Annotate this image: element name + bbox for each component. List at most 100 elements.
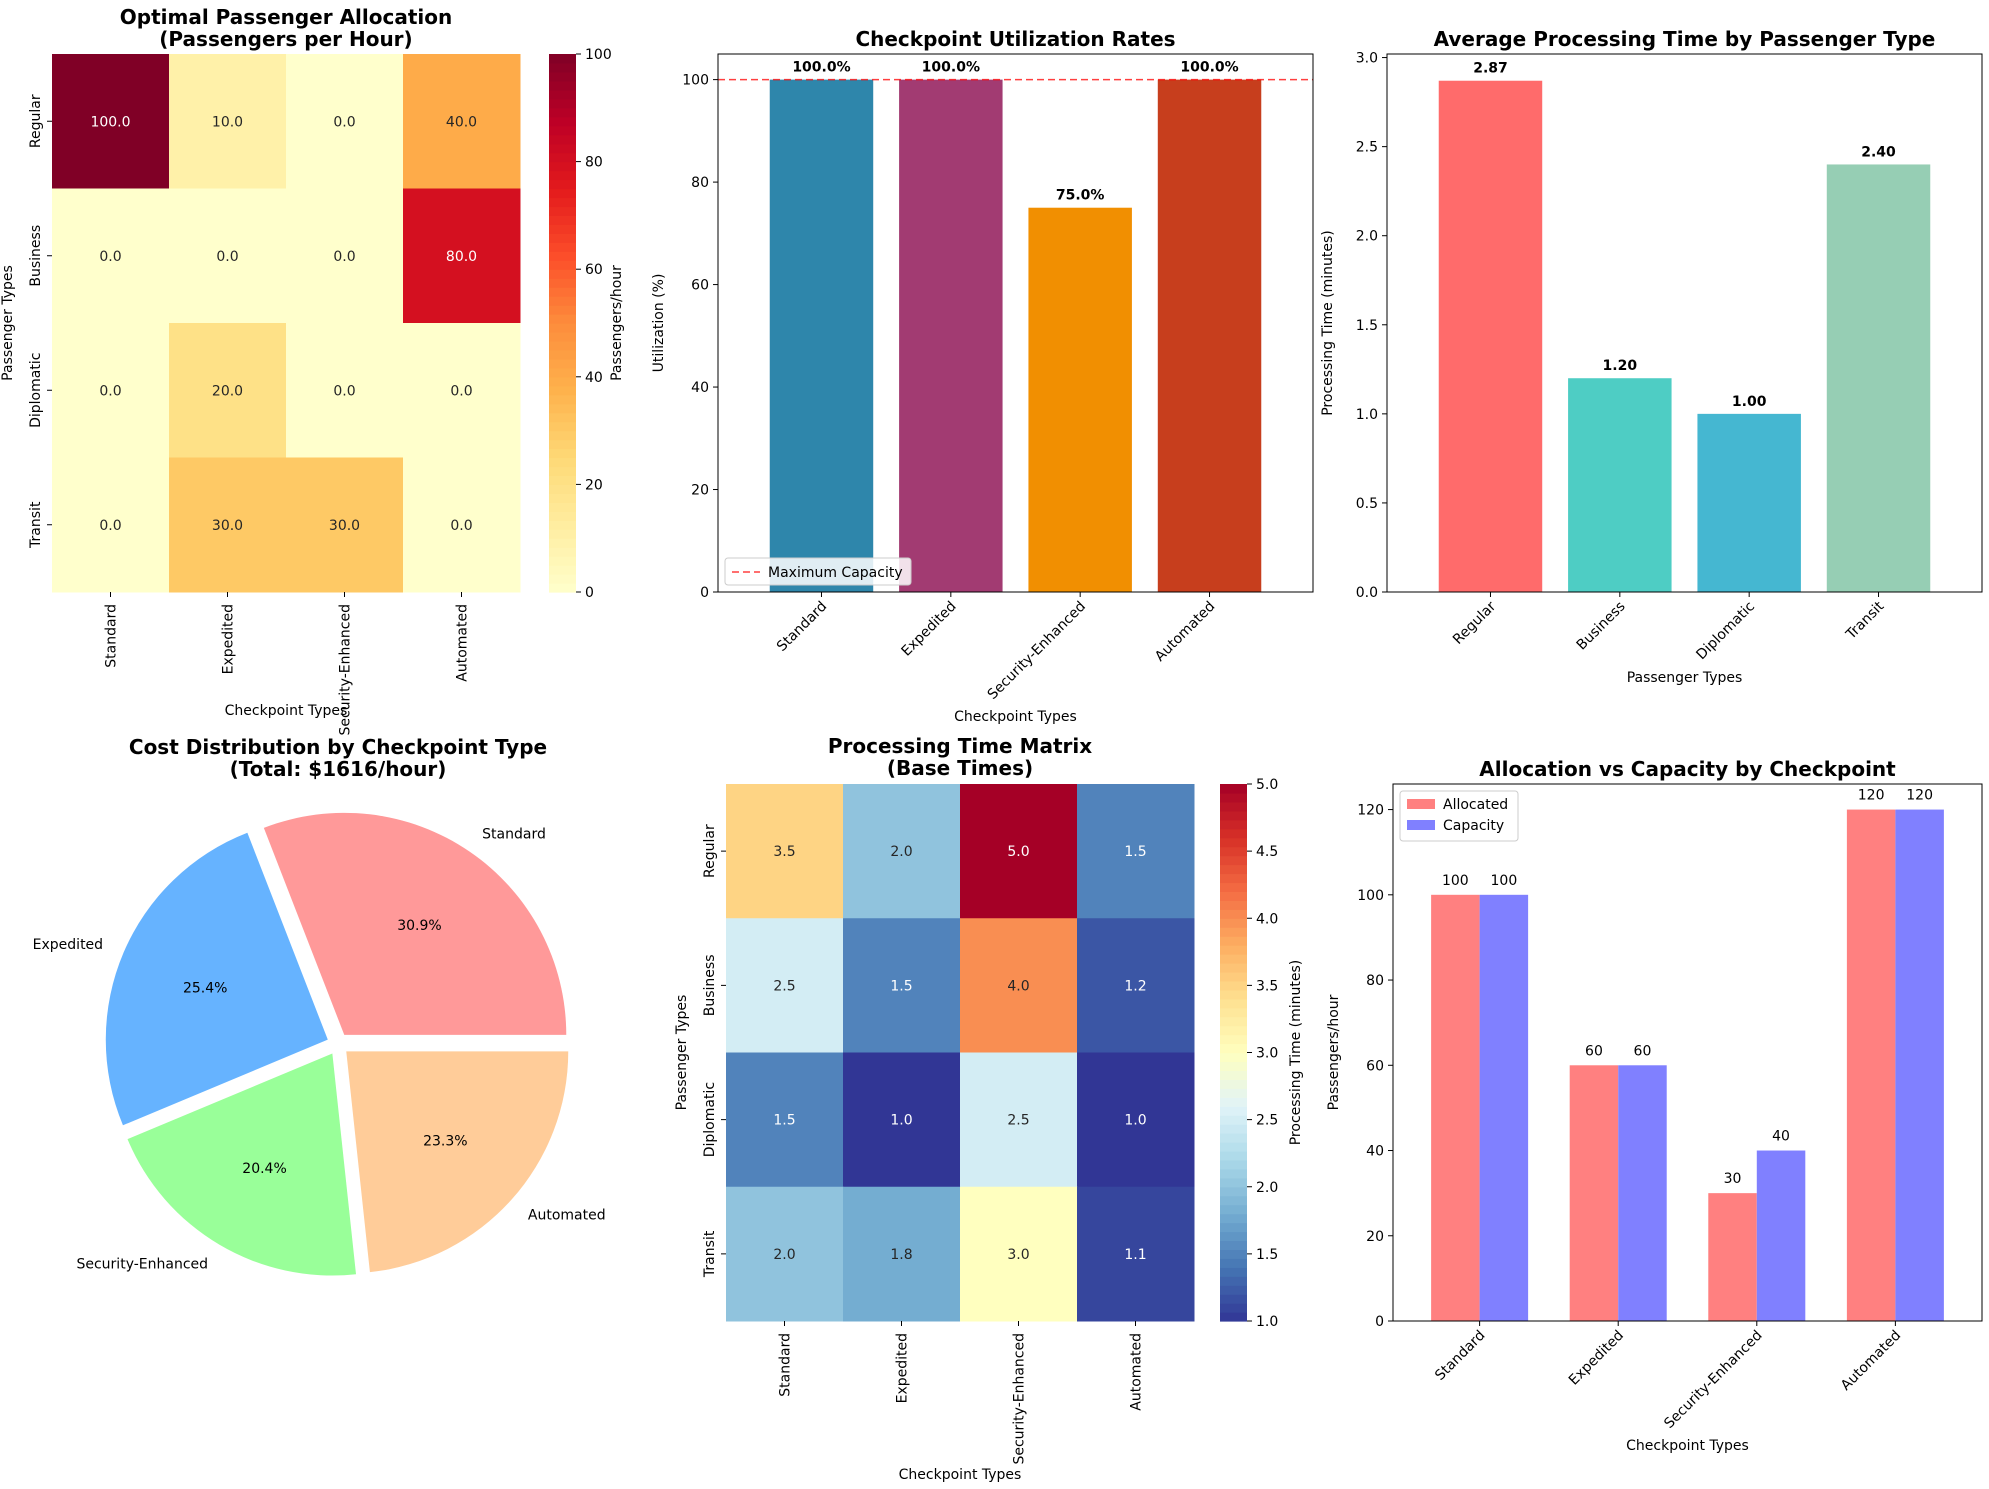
heatmap-cell	[726, 1186, 844, 1322]
colorbar-segment	[1220, 1142, 1247, 1152]
colorbar-segment	[549, 583, 576, 593]
colorbar-segment	[549, 475, 576, 485]
colorbar-segment	[549, 394, 576, 405]
colorbar-segment	[1220, 882, 1247, 892]
colorbar-segment	[1220, 1097, 1247, 1107]
y-axis-label: Passenger Types	[674, 995, 690, 1111]
x-tick-label: Automated	[1152, 599, 1218, 665]
y-tick-label: 3.0	[1356, 51, 1378, 67]
colorbar-tick-label: 40	[585, 370, 603, 386]
y-tick-label: 80	[691, 175, 709, 191]
colorbar-segment	[1220, 1115, 1247, 1125]
cell-value: 0.0	[216, 249, 238, 265]
colorbar-segment	[549, 188, 576, 199]
y-tick-label: 0	[1375, 1314, 1384, 1330]
legend-label: Capacity	[1443, 818, 1504, 834]
heatmap-cell	[169, 188, 287, 324]
colorbar-tick-label: 3.0	[1256, 1046, 1278, 1062]
heatmap-cell	[843, 918, 961, 1053]
colorbar-segment	[549, 305, 576, 315]
colorbar-segment	[1220, 810, 1247, 821]
cell-value: 100.0	[90, 114, 130, 130]
cell-value: 5.0	[1007, 844, 1029, 860]
colorbar-segment	[549, 170, 576, 181]
colorbar-segment	[549, 242, 576, 252]
y-tick-label: Diplomatic	[28, 353, 44, 428]
colorbar-segment	[549, 340, 576, 351]
x-tick-label: Standard	[104, 604, 120, 668]
y-tick-label: 2.5	[1356, 140, 1378, 156]
colorbar-segment	[1220, 927, 1247, 937]
pie-label: Standard	[482, 826, 546, 842]
colorbar-segment	[1220, 1258, 1247, 1268]
colorbar-segment	[549, 296, 576, 306]
cell-value: 2.5	[1007, 1113, 1029, 1129]
cell-value: 1.5	[890, 978, 912, 994]
colorbar-tick-label: 4.5	[1256, 844, 1278, 860]
heatmap-cell	[286, 457, 404, 593]
heatmap-cell	[286, 323, 404, 458]
colorbar-tick-label: 20	[585, 477, 603, 493]
y-tick-label: Regular	[702, 824, 718, 878]
colorbar-segment	[549, 412, 576, 423]
cell-value: 1.2	[1124, 978, 1146, 994]
cell-value: 1.5	[773, 1113, 795, 1129]
bar	[769, 79, 874, 593]
heatmap-cell	[169, 54, 287, 189]
x-tick-label: Expedited	[899, 599, 960, 660]
bar-capacity	[1895, 809, 1944, 1321]
colorbar-segment	[549, 565, 576, 575]
bar	[1157, 79, 1262, 593]
y-tick-label: 40	[1366, 1144, 1384, 1160]
chart-title: Optimal Passenger Allocation	[120, 5, 453, 29]
bar-capacity	[1618, 1065, 1667, 1321]
colorbar-segment	[549, 556, 576, 566]
heatmap-cell	[843, 1052, 961, 1188]
x-tick-label: Security-Enhanced	[1661, 1328, 1765, 1432]
colorbar-segment	[549, 197, 576, 208]
colorbar-segment	[549, 98, 576, 109]
pie-label: Security-Enhanced	[76, 1257, 208, 1273]
heatmap-cell	[403, 457, 521, 593]
colorbar-segment	[1220, 900, 1247, 910]
legend-label: Maximum Capacity	[768, 565, 903, 581]
colorbar-segment	[1220, 1303, 1247, 1313]
colorbar-segment	[1220, 1150, 1247, 1161]
colorbar-segment	[549, 547, 576, 557]
x-tick-label: Automated	[455, 604, 471, 682]
colorbar-segment	[1220, 1016, 1247, 1027]
colorbar-segment	[1220, 1177, 1247, 1188]
legend-swatch	[1407, 820, 1435, 830]
y-tick-label: 20	[1366, 1229, 1384, 1245]
heatmap-cell	[52, 54, 170, 189]
bar-value-label: 2.40	[1861, 144, 1896, 160]
colorbar-label: Processing Time (minutes)	[1288, 960, 1304, 1146]
colorbar-segment	[1220, 945, 1247, 955]
colorbar-segment	[549, 502, 576, 512]
colorbar-segment	[549, 466, 576, 477]
colorbar-segment	[549, 349, 576, 360]
colorbar-segment	[549, 439, 576, 450]
x-axis-label: Passenger Types	[1627, 670, 1743, 686]
pie-slice	[105, 832, 328, 1126]
bar	[1438, 80, 1543, 592]
heatmap-cell	[52, 323, 170, 458]
colorbar-segment	[549, 448, 576, 459]
colorbar-segment	[549, 80, 576, 91]
x-tick-label: Automated	[1129, 1333, 1145, 1411]
cell-value: 2.0	[890, 844, 912, 860]
colorbar-tick-label: 2.5	[1256, 1113, 1278, 1129]
cell-value: 4.0	[1007, 978, 1029, 994]
colorbar-segment	[1220, 1186, 1247, 1197]
x-tick-label: Standard	[778, 1333, 794, 1397]
bar-value-label: 30	[1724, 1171, 1742, 1187]
bar-value-label: 100.0%	[792, 60, 850, 76]
colorbar-segment	[1220, 1294, 1247, 1304]
colorbar-segment	[1220, 1079, 1247, 1089]
heatmap-cell	[960, 1186, 1078, 1322]
legend-swatch	[1407, 799, 1435, 809]
y-tick-label: 1.0	[1356, 407, 1378, 423]
cell-value: 1.5	[1124, 844, 1146, 860]
cell-value: 30.0	[329, 518, 360, 534]
